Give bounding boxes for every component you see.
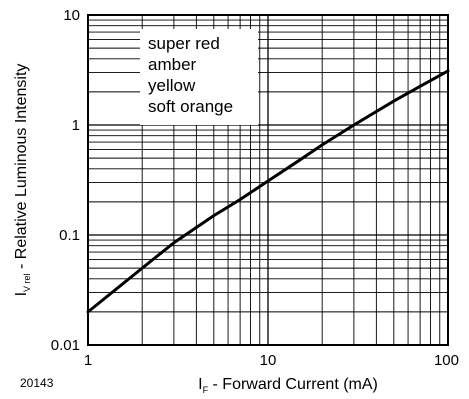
legend-entry-amber: amber bbox=[148, 55, 197, 74]
x-axis-label-main: I bbox=[198, 376, 202, 393]
x-tick-label: 100 bbox=[434, 352, 459, 369]
y-tick-label: 0.01 bbox=[51, 337, 80, 354]
x-axis-label-sub: F bbox=[203, 385, 209, 395]
y-axis-label-main: I bbox=[13, 292, 30, 296]
legend-entry-yellow: yellow bbox=[148, 76, 196, 95]
plot-frame bbox=[87, 14, 449, 346]
y-tick-label: 10 bbox=[63, 7, 80, 24]
y-tick-label: 1 bbox=[72, 117, 80, 134]
x-axis-label-rest: - Forward Current (mA) bbox=[208, 376, 378, 393]
legend: super red amber yellow soft orange bbox=[140, 29, 258, 125]
legend-entry-soft-orange: soft orange bbox=[148, 97, 233, 116]
y-tick-labels: 0.01 0.1 1 10 bbox=[51, 7, 80, 354]
x-tick-label: 1 bbox=[84, 352, 92, 369]
x-tick-labels: 1 10 100 bbox=[84, 352, 459, 369]
y-axis-label: IV rel - Relative Luminous Intensity bbox=[13, 64, 32, 297]
y-tick-label: 0.1 bbox=[59, 227, 80, 244]
y-axis-label-sub: V rel bbox=[22, 273, 32, 292]
series-line bbox=[86, 69, 450, 314]
x-axis-label: IF - Forward Current (mA) bbox=[198, 376, 378, 395]
x-tick-label: 10 bbox=[260, 352, 277, 369]
legend-entry-super-red: super red bbox=[148, 34, 220, 53]
figure-number: 20143 bbox=[20, 376, 54, 390]
y-axis-label-rest: - Relative Luminous Intensity bbox=[13, 64, 30, 274]
legend-box bbox=[140, 29, 258, 125]
